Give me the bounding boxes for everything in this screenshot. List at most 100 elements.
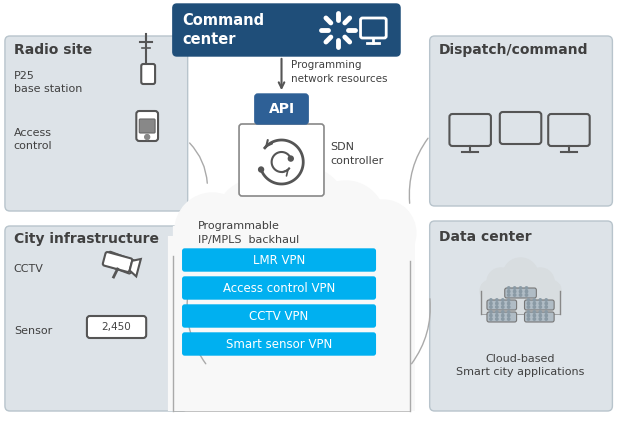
Polygon shape [130, 259, 141, 276]
Circle shape [539, 314, 542, 317]
FancyBboxPatch shape [168, 236, 415, 411]
Circle shape [545, 299, 547, 301]
Circle shape [254, 166, 349, 262]
Circle shape [502, 302, 504, 305]
Circle shape [507, 299, 510, 301]
Circle shape [539, 318, 542, 320]
FancyBboxPatch shape [525, 300, 554, 310]
Circle shape [525, 287, 528, 289]
Circle shape [487, 268, 515, 296]
Circle shape [527, 311, 530, 313]
Text: CCTV: CCTV [14, 264, 44, 274]
Circle shape [539, 306, 542, 308]
Circle shape [507, 302, 510, 305]
FancyBboxPatch shape [103, 252, 132, 272]
Circle shape [527, 306, 530, 308]
Circle shape [545, 314, 547, 317]
Text: Smart sensor VPN: Smart sensor VPN [226, 337, 332, 351]
FancyBboxPatch shape [429, 221, 613, 411]
FancyBboxPatch shape [182, 333, 376, 355]
Circle shape [545, 302, 547, 305]
Circle shape [496, 306, 498, 308]
Circle shape [490, 299, 492, 301]
FancyBboxPatch shape [182, 249, 376, 271]
Text: P25
base station: P25 base station [14, 71, 82, 94]
Circle shape [306, 181, 385, 261]
Circle shape [527, 302, 530, 305]
Circle shape [496, 302, 498, 305]
FancyBboxPatch shape [429, 36, 613, 206]
FancyBboxPatch shape [173, 226, 410, 411]
FancyBboxPatch shape [255, 94, 308, 124]
Circle shape [533, 311, 535, 313]
Circle shape [490, 306, 492, 308]
Circle shape [539, 299, 542, 301]
Text: SDN
controller: SDN controller [330, 142, 383, 166]
FancyBboxPatch shape [364, 21, 383, 35]
Circle shape [490, 311, 492, 313]
FancyBboxPatch shape [481, 288, 560, 314]
Text: Cloud-based
Smart city applications: Cloud-based Smart city applications [456, 354, 585, 377]
Circle shape [288, 156, 293, 161]
FancyBboxPatch shape [487, 312, 517, 322]
Text: Data center: Data center [438, 230, 531, 244]
Circle shape [514, 294, 516, 296]
Circle shape [507, 287, 510, 289]
Circle shape [545, 318, 547, 320]
Circle shape [496, 299, 498, 301]
Circle shape [545, 306, 547, 308]
Circle shape [507, 294, 510, 296]
FancyBboxPatch shape [525, 312, 554, 322]
Text: Sensor: Sensor [14, 326, 52, 336]
Circle shape [545, 311, 547, 313]
Circle shape [350, 200, 416, 266]
Text: Access
control: Access control [14, 128, 53, 151]
Circle shape [175, 193, 250, 269]
Circle shape [490, 302, 492, 305]
Text: Radio site: Radio site [14, 43, 92, 57]
Circle shape [145, 135, 150, 139]
Circle shape [496, 311, 498, 313]
Circle shape [533, 318, 535, 320]
Circle shape [533, 314, 535, 317]
Circle shape [490, 314, 492, 317]
Circle shape [507, 306, 510, 308]
FancyBboxPatch shape [105, 252, 135, 273]
Circle shape [507, 314, 510, 317]
Circle shape [502, 299, 504, 301]
Circle shape [533, 299, 535, 301]
FancyBboxPatch shape [141, 64, 155, 84]
Circle shape [503, 258, 539, 294]
Text: API: API [268, 102, 295, 116]
Text: City infrastructure: City infrastructure [14, 232, 159, 246]
Circle shape [519, 287, 522, 289]
FancyBboxPatch shape [182, 277, 376, 299]
FancyBboxPatch shape [139, 119, 155, 133]
Circle shape [519, 294, 522, 296]
Circle shape [539, 280, 561, 302]
FancyBboxPatch shape [5, 36, 187, 211]
Circle shape [507, 290, 510, 293]
Text: LMR VPN: LMR VPN [253, 253, 305, 267]
Circle shape [525, 294, 528, 296]
Circle shape [525, 290, 528, 293]
Circle shape [502, 318, 504, 320]
Circle shape [527, 318, 530, 320]
Text: Command
center: Command center [182, 13, 265, 47]
Circle shape [480, 280, 502, 302]
Circle shape [514, 290, 516, 293]
Text: Access control VPN: Access control VPN [223, 282, 335, 294]
FancyBboxPatch shape [136, 111, 158, 141]
Circle shape [533, 302, 535, 305]
Circle shape [533, 306, 535, 308]
FancyBboxPatch shape [87, 316, 146, 338]
FancyBboxPatch shape [505, 288, 536, 298]
Circle shape [527, 299, 530, 301]
Circle shape [507, 311, 510, 313]
Circle shape [215, 179, 298, 263]
FancyBboxPatch shape [182, 305, 376, 327]
Circle shape [502, 306, 504, 308]
Text: Programmable
IP/MPLS  backhaul: Programmable IP/MPLS backhaul [198, 221, 299, 245]
Circle shape [258, 167, 263, 172]
Circle shape [539, 311, 542, 313]
